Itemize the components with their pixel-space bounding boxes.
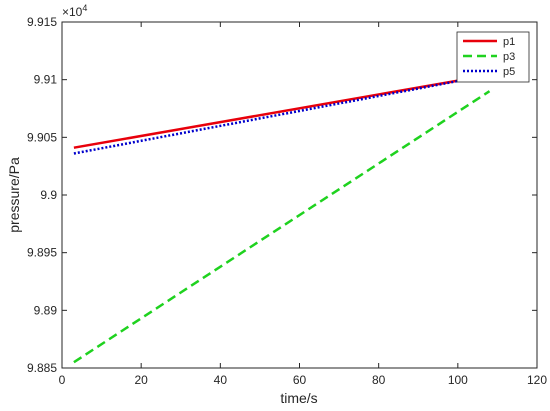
- y-tick-label: 9.885: [27, 361, 57, 375]
- y-tick-label: 9.91: [34, 73, 58, 87]
- x-axis-label: time/s: [280, 390, 317, 406]
- y-tick-label: 9.915: [27, 15, 57, 29]
- series-layer: [73, 73, 491, 364]
- y-tick-label: 9.9: [40, 188, 57, 202]
- legend-label-p1: p1: [503, 36, 515, 48]
- x-axis: 0 20 40 60 80 100 120: [59, 22, 547, 387]
- exponent-base: ×10: [62, 5, 83, 19]
- x-tick-label: 80: [372, 373, 386, 387]
- series-p5-line: [73, 73, 490, 155]
- legend-label-p5: p5: [503, 66, 515, 78]
- x-tick-label: 60: [293, 373, 307, 387]
- y-axis: 9.885 9.89 9.895 9.9 9.905 9.91 9.915: [27, 15, 537, 375]
- y-tick-label: 9.89: [34, 303, 58, 317]
- x-tick-label: 0: [59, 373, 66, 387]
- y-axis-label: pressure/Pa: [6, 157, 22, 233]
- exponent-power: 4: [82, 3, 87, 13]
- y-axis-exponent: ×104: [62, 3, 87, 19]
- x-tick-label: 120: [527, 373, 547, 387]
- y-tick-label: 9.895: [27, 246, 57, 260]
- legend: p1 p3 p5: [456, 31, 530, 83]
- x-tick-label: 20: [134, 373, 148, 387]
- y-tick-label: 9.905: [27, 130, 57, 144]
- legend-label-p3: p3: [503, 51, 515, 63]
- x-tick-label: 40: [214, 373, 228, 387]
- x-tick-label: 100: [448, 373, 468, 387]
- series-p3-line: [73, 90, 491, 364]
